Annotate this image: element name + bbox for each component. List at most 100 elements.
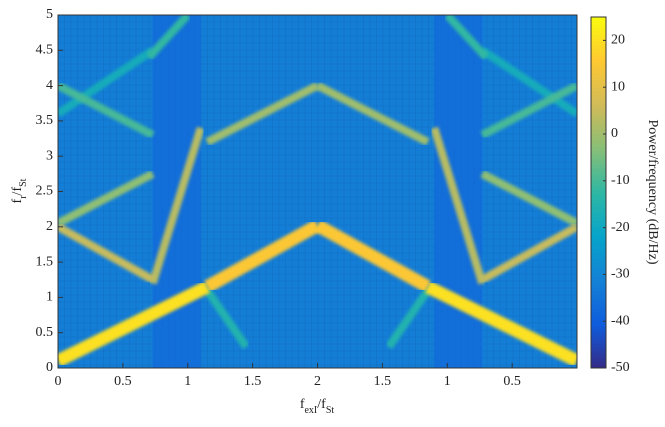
colorbar-step — [591, 83, 606, 88]
colorbar-step — [591, 17, 606, 22]
colorbar-step — [591, 311, 606, 316]
colorbar-step — [591, 322, 606, 327]
colorbar-step — [591, 353, 606, 358]
colorbar-step — [591, 350, 606, 355]
colorbar-step — [591, 108, 606, 113]
colorbar-step — [591, 234, 606, 239]
colorbar-step — [591, 273, 606, 278]
colorbar-step — [591, 283, 606, 288]
colorbar-step — [591, 97, 606, 102]
colorbar-step — [591, 213, 606, 218]
colorbar-step — [591, 241, 606, 246]
colorbar-step — [591, 343, 606, 348]
colorbar-tick-label: -30 — [611, 267, 630, 282]
colorbar-step — [591, 76, 606, 81]
colorbar-step — [591, 181, 606, 186]
colorbar-step — [591, 153, 606, 158]
colorbar-step — [591, 157, 606, 162]
x-tick-label: 0.5 — [503, 374, 521, 389]
y-tick-label: 0.5 — [36, 325, 54, 340]
colorbar-step — [591, 308, 606, 313]
colorbar-step — [591, 125, 606, 130]
plot-area — [58, 15, 577, 368]
ridge — [430, 126, 487, 285]
y-tick-label: 3.5 — [36, 113, 54, 128]
xlabel-part: St — [326, 405, 335, 416]
ridge — [204, 219, 321, 293]
y-tick-label: 5 — [46, 7, 53, 22]
colorbar-step — [591, 55, 606, 60]
colorbar-tick-label: -10 — [611, 173, 630, 188]
colorbar-step — [591, 287, 606, 292]
colorbar-step — [591, 90, 606, 95]
colorbar-step — [591, 129, 606, 134]
colorbar-step — [591, 101, 606, 106]
colorbar-step — [591, 231, 606, 236]
colorbar-step — [591, 27, 606, 32]
colorbar-step — [591, 167, 606, 172]
colorbar-step — [591, 224, 606, 229]
heatmap-background — [58, 15, 577, 368]
colorbar-step — [591, 339, 606, 344]
colorbar-step — [591, 115, 606, 120]
colorbar-step — [591, 132, 606, 137]
colorbar-step — [591, 294, 606, 299]
colorbar-step — [591, 31, 606, 36]
colorbar-step — [591, 160, 606, 165]
colorbar-step — [591, 164, 606, 169]
colorbar-step — [591, 122, 606, 127]
ridge — [424, 280, 577, 367]
colorbar-step — [591, 259, 606, 264]
colorbar-step — [591, 104, 606, 109]
colorbar-step — [591, 24, 606, 29]
ylabel-part: r — [18, 195, 29, 199]
ridge — [58, 46, 155, 118]
colorbar-step — [591, 188, 606, 193]
colorbar-step — [591, 217, 606, 222]
colorbar-step — [591, 297, 606, 302]
colorbar-step — [591, 336, 606, 341]
colorbar-step — [591, 48, 606, 53]
colorbar-step — [591, 146, 606, 151]
colorbar-step — [591, 255, 606, 260]
colorbar-step — [591, 59, 606, 64]
ylabel-part: f — [10, 198, 25, 203]
colorbar-step — [591, 245, 606, 250]
colorbar-step — [591, 276, 606, 281]
x-axis-label: fexI/fSt — [300, 397, 335, 416]
colorbar-step — [591, 171, 606, 176]
colorbar-step — [591, 248, 606, 253]
colorbar-step — [591, 87, 606, 92]
ylabel-part: St — [18, 178, 29, 187]
colorbar-step — [591, 290, 606, 295]
colorbar-step — [591, 318, 606, 323]
colorbar-step — [591, 220, 606, 225]
colorbar-step — [591, 346, 606, 351]
colorbar-step — [591, 69, 606, 74]
colorbar-step — [591, 174, 606, 179]
colorbar-step — [591, 280, 606, 285]
colorbar-tick-label: 20 — [611, 33, 625, 48]
y-tick-label: 2.5 — [36, 184, 54, 199]
colorbar-label: Power/frequency (dB/Hz) — [645, 119, 660, 264]
xlabel-part: exI — [304, 405, 317, 416]
ridge — [480, 82, 577, 139]
colorbar-step — [591, 38, 606, 43]
x-tick-label: 1.5 — [244, 374, 262, 389]
ridge — [205, 82, 320, 146]
colorbar-step — [591, 360, 606, 365]
x-tick-label: 0 — [55, 374, 62, 389]
ridge — [58, 170, 155, 227]
y-tick-label: 1.5 — [36, 254, 54, 269]
colorbar: -50 -40 -30 -20 -10 0 10 20 — [590, 16, 630, 375]
colorbar-step — [591, 332, 606, 337]
y-tick-label: 4 — [46, 78, 53, 93]
colorbar-step — [591, 73, 606, 78]
colorbar-step — [591, 136, 606, 141]
colorbar-tick-label: -20 — [611, 220, 630, 235]
colorbar-step — [591, 206, 606, 211]
ridge — [314, 219, 431, 293]
colorbar-step — [591, 20, 606, 25]
colorbar-step — [591, 196, 606, 201]
